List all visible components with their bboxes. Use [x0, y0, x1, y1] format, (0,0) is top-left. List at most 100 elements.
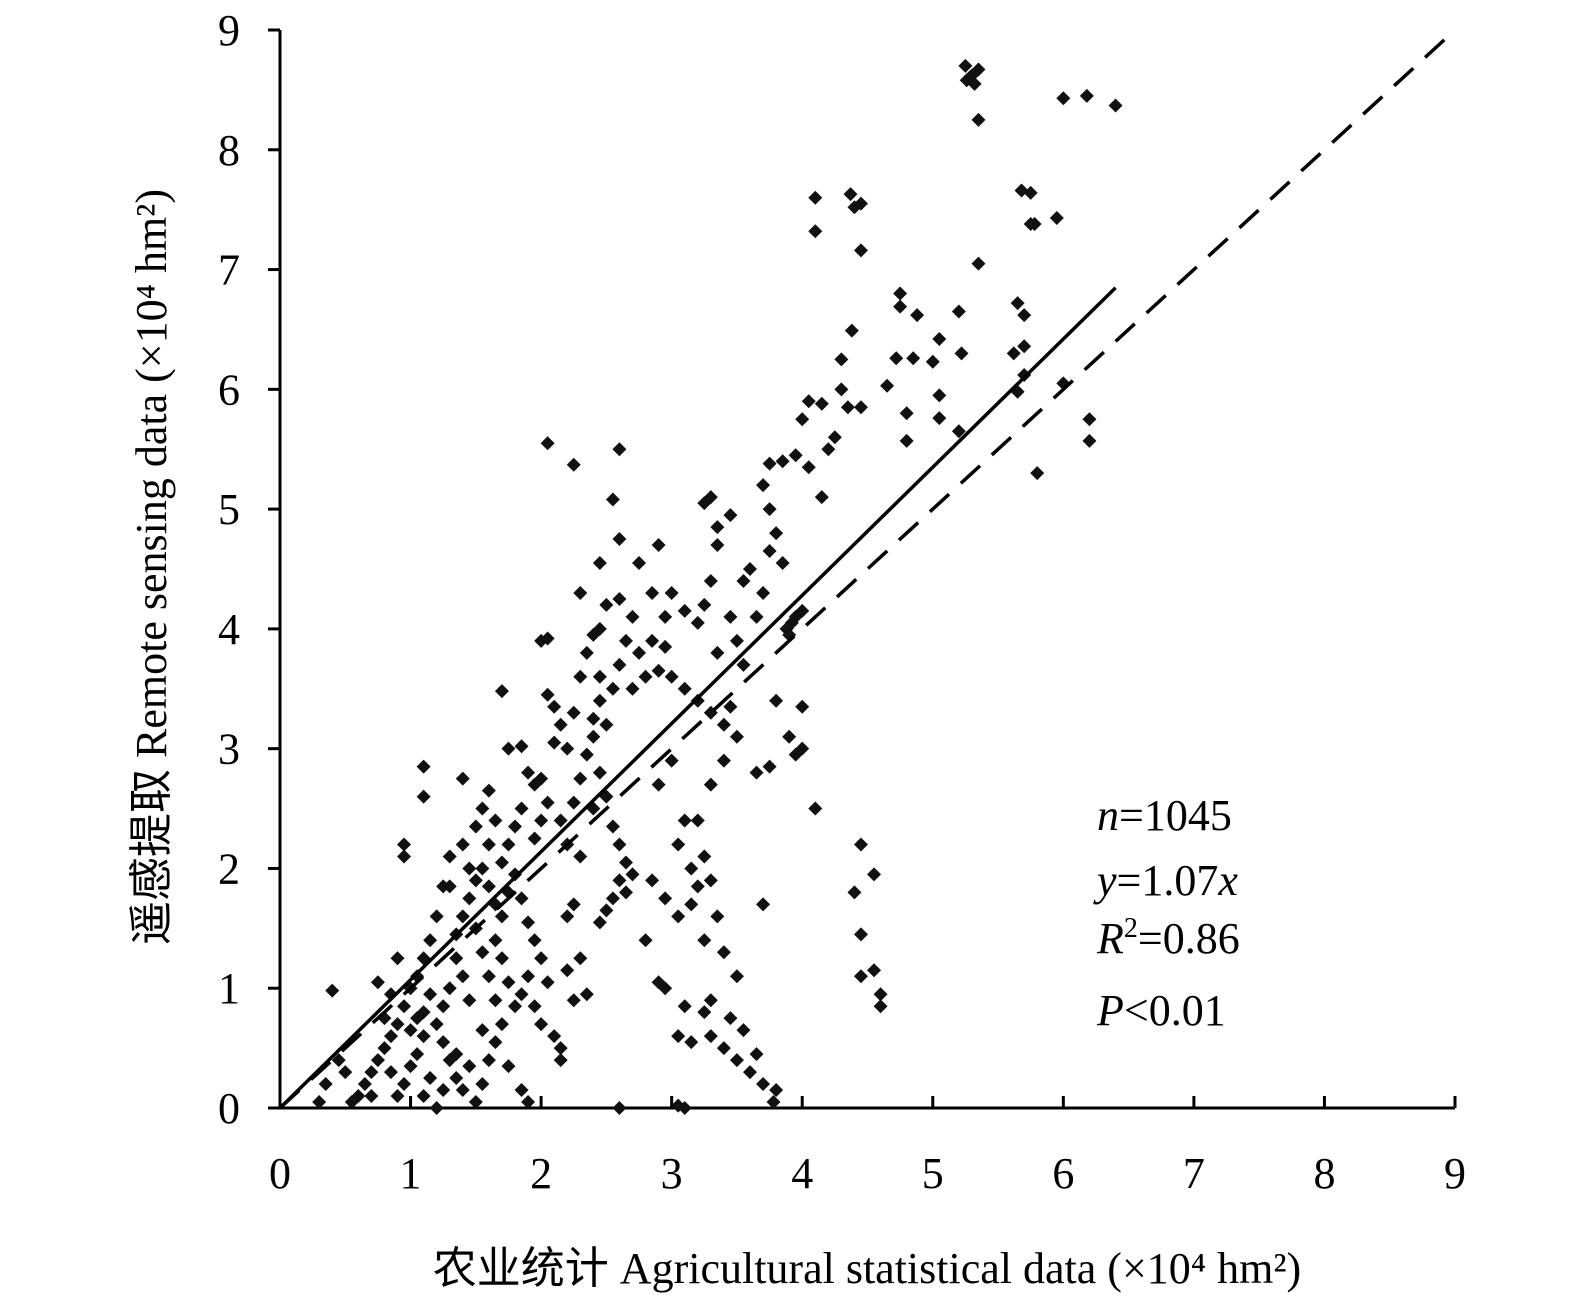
data-point [481, 969, 496, 984]
data-point [814, 490, 829, 505]
data-point [843, 187, 858, 202]
data-point [788, 448, 803, 463]
data-point [632, 556, 647, 571]
data-point [540, 631, 555, 646]
data-point [906, 351, 921, 366]
data-point [625, 681, 640, 696]
data-point [403, 1059, 418, 1074]
data-point [756, 897, 771, 912]
data-point [521, 765, 536, 780]
data-point [488, 993, 503, 1008]
data-point [573, 951, 588, 966]
data-point [462, 861, 477, 876]
data-point [625, 867, 640, 882]
data-point [834, 352, 849, 367]
data-point [729, 729, 744, 744]
data-point [370, 975, 385, 990]
data-point [671, 909, 686, 924]
data-point [436, 1083, 451, 1098]
data-point [638, 933, 653, 948]
data-point [889, 351, 904, 366]
data-point [723, 699, 738, 714]
data-point [618, 633, 633, 648]
data-point [756, 1077, 771, 1092]
data-point [899, 406, 914, 421]
data-point [1023, 185, 1038, 200]
data-point [436, 1035, 451, 1050]
data-point [481, 1053, 496, 1068]
data-point [527, 999, 542, 1014]
data-point [455, 837, 470, 852]
data-point [736, 1023, 751, 1038]
data-point [853, 927, 868, 942]
y-tick-label: 4 [218, 605, 240, 654]
data-point [1006, 346, 1021, 361]
data-point [586, 711, 601, 726]
data-point [932, 411, 947, 426]
data-point [468, 1095, 483, 1110]
y-tick-label: 5 [218, 485, 240, 534]
data-point [795, 741, 810, 756]
data-point [481, 783, 496, 798]
data-point [586, 627, 601, 642]
data-point [481, 879, 496, 894]
data-point [397, 999, 412, 1014]
data-point [501, 975, 516, 990]
data-point [599, 597, 614, 612]
data-point [795, 412, 810, 427]
data-point [729, 969, 744, 984]
data-point [664, 669, 679, 684]
data-point [592, 693, 607, 708]
data-point [658, 891, 673, 906]
data-point [429, 1017, 444, 1032]
stat-p: P<0.01 [1096, 986, 1226, 1035]
data-point [958, 58, 973, 73]
data-point [416, 1005, 431, 1020]
data-point [743, 1065, 757, 1080]
data-point [671, 1029, 686, 1044]
data-point [729, 1053, 744, 1068]
data-point [664, 753, 679, 768]
data-point [775, 556, 790, 571]
data-point [658, 981, 673, 996]
data-point [318, 1077, 333, 1092]
data-point [573, 771, 588, 786]
data-point [501, 741, 516, 756]
trend-lines [278, 28, 1457, 1110]
data-point [449, 1071, 464, 1086]
data-point [801, 394, 816, 409]
y-axis-title: 遥感提取 Remote sensing data (×10⁴ hm²) [127, 189, 176, 945]
data-point [553, 813, 568, 828]
data-point [632, 645, 647, 660]
data-point [710, 520, 725, 535]
data-point [416, 789, 431, 804]
data-point [338, 1065, 353, 1080]
data-point [910, 308, 925, 323]
data-point [1017, 308, 1032, 323]
data-point [416, 1089, 431, 1104]
data-point [566, 897, 581, 912]
data-point [377, 1041, 392, 1056]
data-point [488, 813, 503, 828]
data-point [475, 801, 490, 816]
data-point [364, 1065, 379, 1080]
data-point [455, 909, 470, 924]
data-point [925, 354, 940, 369]
data-point [716, 1041, 731, 1056]
y-tick-label: 9 [218, 6, 240, 55]
data-point [762, 456, 777, 471]
data-point [397, 837, 412, 852]
data-point [710, 538, 725, 553]
data-point [840, 400, 855, 415]
data-point [592, 915, 607, 930]
data-point [540, 687, 555, 702]
data-point [540, 975, 555, 990]
y-tick-label: 8 [218, 126, 240, 175]
data-point [475, 861, 490, 876]
data-point [808, 224, 823, 239]
data-point [1082, 412, 1097, 427]
data-point [612, 1101, 627, 1115]
data-point [762, 759, 777, 774]
data-point [612, 873, 627, 888]
